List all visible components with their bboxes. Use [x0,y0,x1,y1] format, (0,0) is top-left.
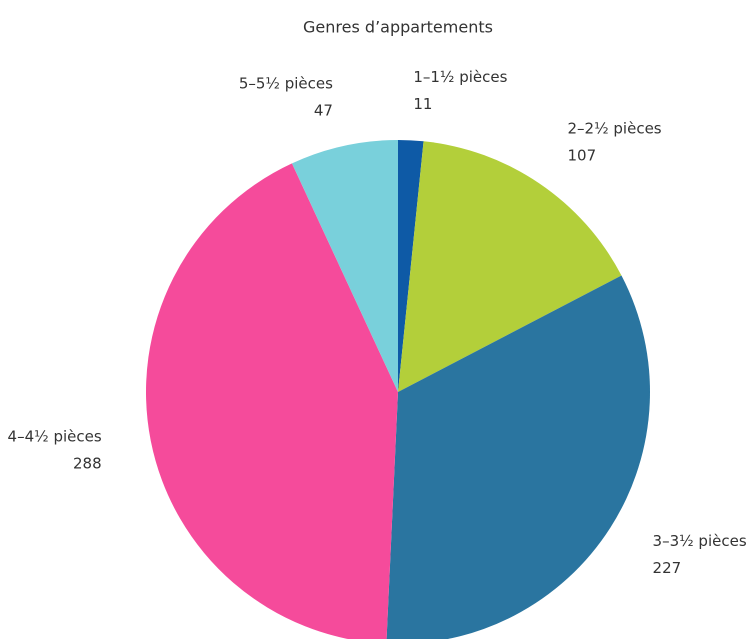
slice-value: 47 [314,102,333,120]
slice-label: 4–4½ pièces [8,428,102,446]
pie-slice [291,140,398,392]
slice-label: 2–2½ pièces [568,120,662,138]
slice-label: 3–3½ pièces [653,532,747,550]
chart-title: Genres d’appartements [303,18,493,37]
pie-slice [386,275,650,639]
slice-value: 11 [413,95,432,113]
slice-value: 227 [653,559,682,577]
pie-slice [398,141,622,392]
slice-label: 1–1½ pièces [413,68,507,86]
slice-value: 107 [568,147,597,165]
slice-label: 5–5½ pièces [239,75,333,93]
pie-slice [146,163,398,639]
slice-value: 288 [73,455,102,473]
pie-slice [398,140,424,392]
